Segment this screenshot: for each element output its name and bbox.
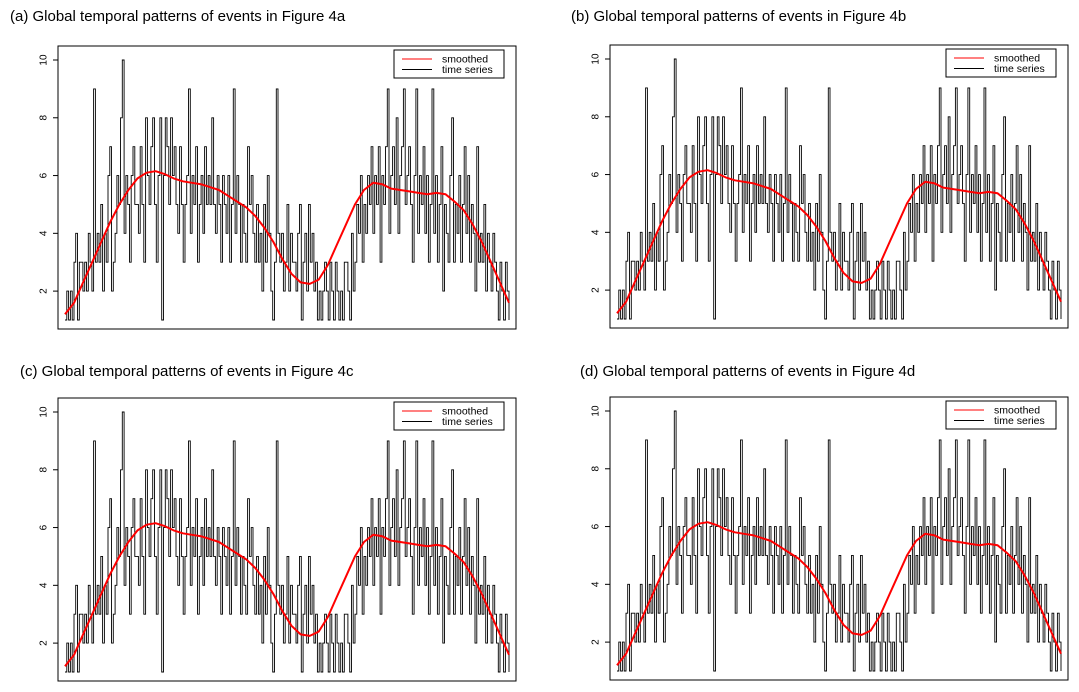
y-tick-label-c-8: 8 — [39, 467, 50, 473]
y-tick-label-a-2: 2 — [39, 288, 50, 294]
legend-label-b-0: smoothed — [994, 53, 1040, 65]
chart-title-b: (b) Global temporal patterns of events i… — [571, 8, 907, 25]
y-tick-label-b-4: 4 — [591, 229, 602, 235]
y-tick-label-c-2: 2 — [39, 640, 50, 646]
time-series-line-a — [65, 59, 510, 321]
y-tick-label-b-10: 10 — [591, 53, 602, 65]
legend-box-c — [393, 401, 505, 431]
legend-label-a-1: time series — [442, 64, 493, 76]
y-tick-label-a-6: 6 — [39, 172, 50, 178]
time-series-line-b — [617, 58, 1062, 320]
y-tick-label-d-10: 10 — [591, 405, 602, 417]
legend-label-a-0: smoothed — [442, 54, 488, 66]
plot-frame-d — [609, 396, 1069, 681]
y-tick-label-d-2: 2 — [591, 639, 602, 645]
smoothed-line-d — [616, 521, 1062, 666]
y-tick-label-d-4: 4 — [591, 581, 602, 587]
plot-frame-b — [609, 44, 1069, 329]
plot-frame-a — [57, 45, 517, 330]
y-tick-label-d-8: 8 — [591, 466, 602, 472]
time-series-line-c — [65, 411, 510, 673]
chart-title-d: (d) Global temporal patterns of events i… — [580, 363, 916, 380]
chart-title-c: (c) Global temporal patterns of events i… — [20, 363, 354, 380]
y-tick-label-b-8: 8 — [591, 114, 602, 120]
legend-label-c-1: time series — [442, 416, 493, 428]
plot-frame-c — [57, 397, 517, 682]
legend-label-c-0: smoothed — [442, 406, 488, 418]
smoothed-line-c — [64, 522, 510, 667]
y-tick-label-c-10: 10 — [39, 406, 50, 418]
legend-box-a — [393, 49, 505, 79]
y-tick-label-c-6: 6 — [39, 524, 50, 530]
y-tick-label-a-4: 4 — [39, 230, 50, 236]
chart-title-a: (a) Global temporal patterns of events i… — [10, 8, 346, 25]
time-series-line-d — [617, 410, 1062, 672]
y-tick-label-b-2: 2 — [591, 287, 602, 293]
y-tick-label-d-6: 6 — [591, 523, 602, 529]
legend-label-d-0: smoothed — [994, 405, 1040, 417]
smoothed-line-b — [616, 169, 1062, 314]
smoothed-line-a — [64, 170, 510, 315]
y-tick-label-c-4: 4 — [39, 582, 50, 588]
legend-label-d-1: time series — [994, 415, 1045, 427]
legend-box-d — [945, 400, 1057, 430]
y-tick-label-a-8: 8 — [39, 115, 50, 121]
y-tick-label-b-6: 6 — [591, 171, 602, 177]
y-tick-label-a-10: 10 — [39, 54, 50, 66]
legend-box-b — [945, 48, 1057, 78]
legend-label-b-1: time series — [994, 63, 1045, 75]
